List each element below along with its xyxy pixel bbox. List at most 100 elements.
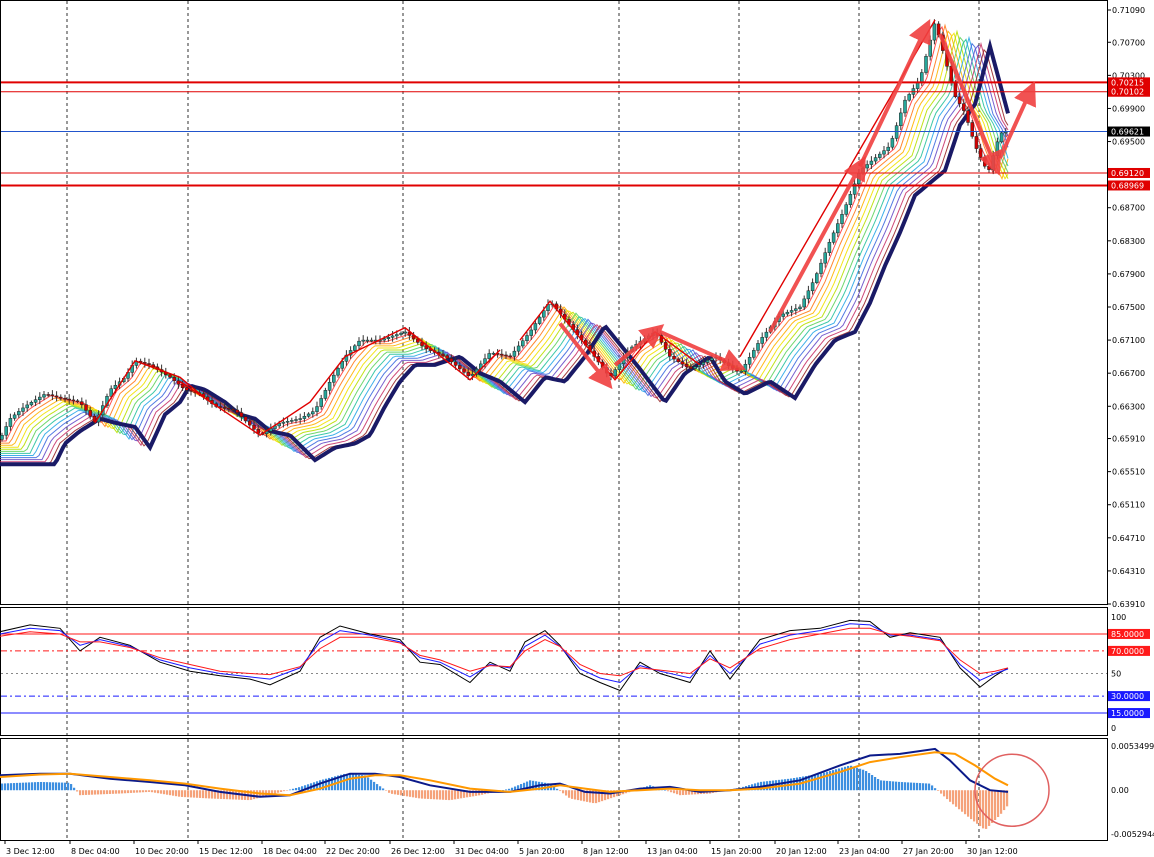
macd-histogram-bar	[13, 783, 16, 791]
support-1-tag-box	[1108, 167, 1150, 178]
bull-candle	[844, 204, 848, 215]
price-panel-frame	[0, 0, 1108, 605]
resistance-1-tag-box	[1108, 77, 1150, 88]
time-axis-label: 15 Jan 20:00	[711, 847, 762, 856]
macd-histogram-bar	[814, 774, 817, 791]
bull-candle	[827, 242, 832, 253]
macd-histogram-bar	[682, 790, 685, 796]
macd-histogram-bar	[28, 782, 31, 791]
macd-histogram-bar	[82, 790, 85, 796]
macd-histogram-bar	[385, 790, 388, 791]
bear-candle	[978, 148, 983, 158]
signal-line	[0, 751, 1009, 797]
macd-histogram-bar	[688, 790, 691, 795]
price-axis-label: 0.69500	[1112, 138, 1145, 147]
stoch-level-box	[1108, 628, 1150, 639]
macd-histogram-bar	[343, 773, 346, 791]
bear-candle	[735, 368, 739, 372]
macd-histogram-bar	[859, 768, 862, 791]
macd-histogram-bar	[460, 790, 463, 799]
macd-histogram-bar	[55, 782, 58, 791]
bear-candle	[949, 66, 953, 83]
macd-histogram-bar	[61, 782, 64, 791]
bull-candle	[781, 313, 785, 317]
macd-histogram-bar	[304, 785, 307, 791]
macd-histogram-bar	[106, 790, 109, 795]
arrow-annotation	[998, 80, 1036, 159]
bull-candle	[865, 164, 869, 169]
macd-histogram-bar	[160, 790, 163, 794]
bear-candle	[227, 408, 231, 410]
macd-histogram-bar	[523, 782, 526, 791]
macd-histogram-bar	[847, 765, 850, 791]
macd-histogram-bar	[964, 790, 967, 815]
macd-histogram-bar	[583, 790, 586, 802]
macd-histogram-bar	[274, 790, 277, 794]
time-axis-label: 23 Jan 04:00	[839, 847, 890, 856]
macd-histogram-bar	[421, 790, 424, 799]
macd-histogram-bar	[427, 790, 430, 799]
macd-histogram-bar	[25, 782, 28, 791]
bull-candle	[369, 339, 374, 342]
time-axis-label: 5 Jan 20:00	[519, 847, 565, 856]
thick-moving-average-line	[0, 38, 1010, 467]
macd-histogram-bar	[430, 790, 433, 800]
stoch-level-label: 15.0000	[1111, 709, 1144, 718]
time-axis-label: 15 Dec 12:00	[199, 847, 253, 856]
bull-candle	[886, 146, 890, 151]
macd-histogram-bar	[955, 790, 958, 807]
price-axis-label: 0.67100	[1112, 336, 1145, 345]
bear-candle	[684, 364, 689, 368]
macd-histogram-bar	[277, 790, 280, 793]
macd-histogram-bar	[283, 790, 286, 792]
bear-candle	[63, 397, 67, 400]
bull-candle	[1004, 131, 1008, 134]
stochastic-line	[0, 627, 1009, 677]
bear-candle	[500, 353, 504, 356]
price-axis-label: 0.65110	[1112, 501, 1145, 510]
macd-histogram-bar	[46, 782, 49, 791]
macd-histogram-bar	[379, 786, 382, 791]
bull-candle	[290, 420, 294, 422]
macd-histogram-bar	[214, 790, 217, 799]
macd-histogram-bar	[1006, 790, 1009, 807]
macd-histogram-bar	[220, 790, 223, 799]
macd-zero-label: 0.00	[1111, 786, 1129, 795]
bull-candle	[109, 388, 113, 397]
macd-histogram-bar	[826, 771, 829, 791]
bull-candle	[752, 350, 756, 358]
arrow-annotation	[858, 19, 931, 168]
bear-candle	[441, 353, 445, 357]
bull-candle	[113, 385, 118, 389]
zigzag-pattern-line	[94, 359, 206, 424]
macd-histogram-bar	[58, 782, 61, 791]
bear-candle	[189, 389, 193, 392]
macd-histogram-bar	[679, 790, 682, 796]
macd-histogram-bar	[592, 790, 595, 804]
macd-histogram-bar	[154, 790, 157, 793]
macd-histogram-bar	[928, 783, 931, 791]
macd-histogram-bar	[673, 790, 676, 794]
bull-candle	[311, 411, 315, 415]
bull-candle	[285, 420, 290, 423]
macd-histogram-bar	[40, 781, 43, 791]
axis-layer: 0.71090 0.70700 0.70300 0.69900 0.69500 0.687…	[1107, 6, 1150, 609]
macd-histogram-bar	[301, 786, 304, 791]
macd-histogram-bar	[124, 790, 127, 794]
bull-candle	[785, 311, 790, 315]
bear-candle	[239, 412, 244, 418]
macd-histogram-bar	[997, 790, 1000, 818]
macd-histogram-bar	[520, 784, 523, 791]
macd-histogram-bar	[604, 790, 607, 801]
bull-candle	[390, 335, 395, 338]
bear-candle	[71, 399, 76, 402]
bear-candle	[668, 349, 672, 357]
macd-histogram-bar	[985, 790, 988, 829]
macd-histogram-bar	[580, 790, 583, 801]
bear-candle	[92, 415, 97, 423]
macd-histogram-bar	[193, 790, 196, 798]
bear-candle	[67, 398, 71, 401]
time-axis-label: 26 Dec 12:00	[391, 847, 445, 856]
time-axis-label: 22 Dec 20:00	[326, 847, 380, 856]
macd-histogram-bar	[586, 790, 589, 802]
